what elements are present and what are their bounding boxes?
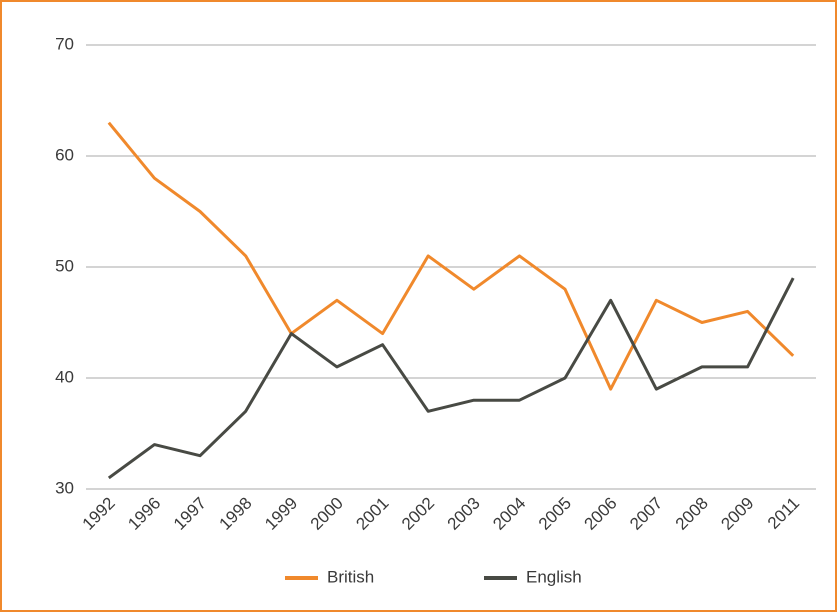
y-tick-label: 60 [55, 145, 74, 164]
y-tick-label: 50 [55, 256, 74, 275]
legend-label: British [327, 567, 374, 586]
y-tick-label: 30 [55, 478, 74, 497]
series-line [107, 277, 795, 480]
y-tick-label: 40 [55, 367, 74, 386]
y-tick-label: 70 [55, 34, 74, 53]
series-line [107, 121, 795, 391]
legend-label: English [526, 567, 582, 586]
